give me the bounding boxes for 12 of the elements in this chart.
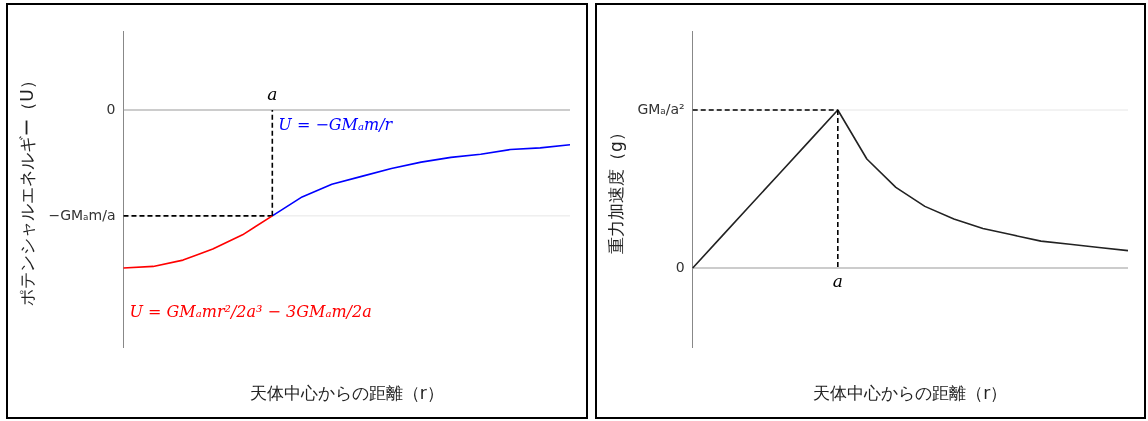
y-axis-title: 重力加速度（g）	[605, 124, 626, 254]
x-axis-title: 天体中心からの距離（r）	[249, 382, 444, 403]
text: U = −GMₐm/r	[278, 115, 394, 135]
ref-line-label: −GMₐm/a	[48, 206, 116, 223]
y-axis-title: ポテンシャルエネルギー（U）	[16, 72, 37, 306]
ref-line-label: GMₐ/a²	[637, 100, 685, 117]
x-axis-title: 天体中心からの距離（r）	[813, 382, 1008, 403]
ref-line-label: 0	[106, 100, 116, 117]
ref-line-label: 0	[675, 258, 685, 275]
text: a	[267, 83, 278, 104]
text: a	[832, 270, 843, 291]
text: U = GMₐmr²/2a³ − 3GMₐm/2a	[129, 302, 372, 322]
